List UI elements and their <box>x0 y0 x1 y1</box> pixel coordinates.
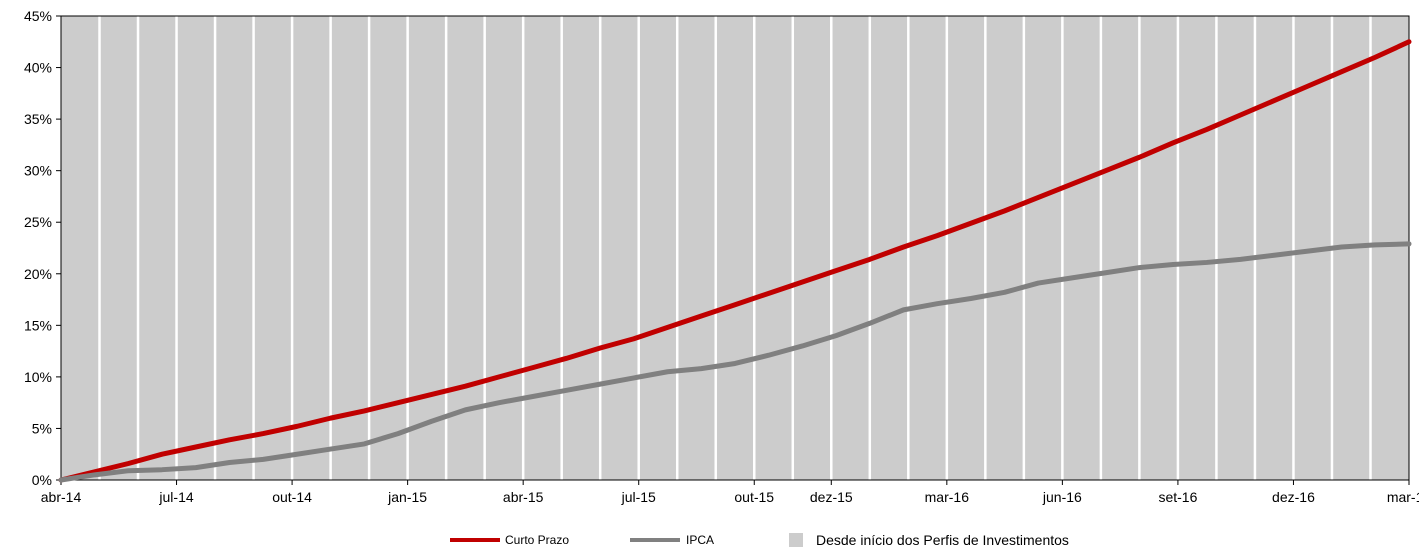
legend-label: IPCA <box>686 533 714 547</box>
y-tick-label: 40% <box>24 60 52 76</box>
legend-item: IPCA <box>630 533 714 547</box>
y-tick-label: 35% <box>24 111 52 127</box>
legend-item: Desde início dos Perfis de Investimentos <box>789 532 1069 548</box>
x-tick-label: jul-15 <box>621 489 656 505</box>
y-tick-label: 0% <box>32 472 52 488</box>
legend-square-swatch <box>789 533 803 547</box>
x-tick-label: jan-15 <box>387 489 427 505</box>
x-axis-ticks: abr-14 jul-14 out-14 jan-15 abr-15 jul-15 out-… <box>41 480 1419 505</box>
plot-border <box>60 15 1410 481</box>
legend-label: Desde início dos Perfis de Investimentos <box>816 532 1069 548</box>
x-tick-label: dez-15 <box>810 489 853 505</box>
x-tick-label: out-15 <box>734 489 774 505</box>
y-tick-label: 20% <box>24 266 52 282</box>
x-tick-label: abr-14 <box>41 489 82 505</box>
x-tick-label: mar-16 <box>925 489 970 505</box>
y-tick-label: 15% <box>24 317 52 333</box>
legend-item: Curto Prazo <box>450 533 569 547</box>
legend-label: Curto Prazo <box>505 533 569 547</box>
y-tick-label: 5% <box>32 420 52 436</box>
x-tick-label: dez-16 <box>1272 489 1315 505</box>
y-axis-ticks: 0% 5% 10% 15% 20% 25% 30% 35% 40% 45% <box>24 8 61 488</box>
x-tick-label: set-16 <box>1158 489 1197 505</box>
axes <box>60 15 1410 481</box>
plot-background <box>61 16 1409 480</box>
y-tick-label: 30% <box>24 163 52 179</box>
x-tick-label: out-14 <box>272 489 312 505</box>
y-tick-label: 10% <box>24 369 52 385</box>
legend: Curto Prazo IPCA Desde início dos Perfis d… <box>450 532 1069 548</box>
series-line-ipca <box>58 241 1412 483</box>
background-band <box>61 16 1409 480</box>
x-tick-label: jun-16 <box>1042 489 1082 505</box>
y-tick-label: 25% <box>24 214 52 230</box>
vertical-gridlines <box>98 16 1372 480</box>
x-tick-label: mar-17 <box>1387 489 1419 505</box>
x-tick-label: abr-15 <box>503 489 544 505</box>
x-tick-label: jul-14 <box>158 489 193 505</box>
series-lines <box>58 39 1412 483</box>
y-tick-label: 45% <box>24 8 52 24</box>
series-line-curto-prazo <box>58 39 1412 483</box>
